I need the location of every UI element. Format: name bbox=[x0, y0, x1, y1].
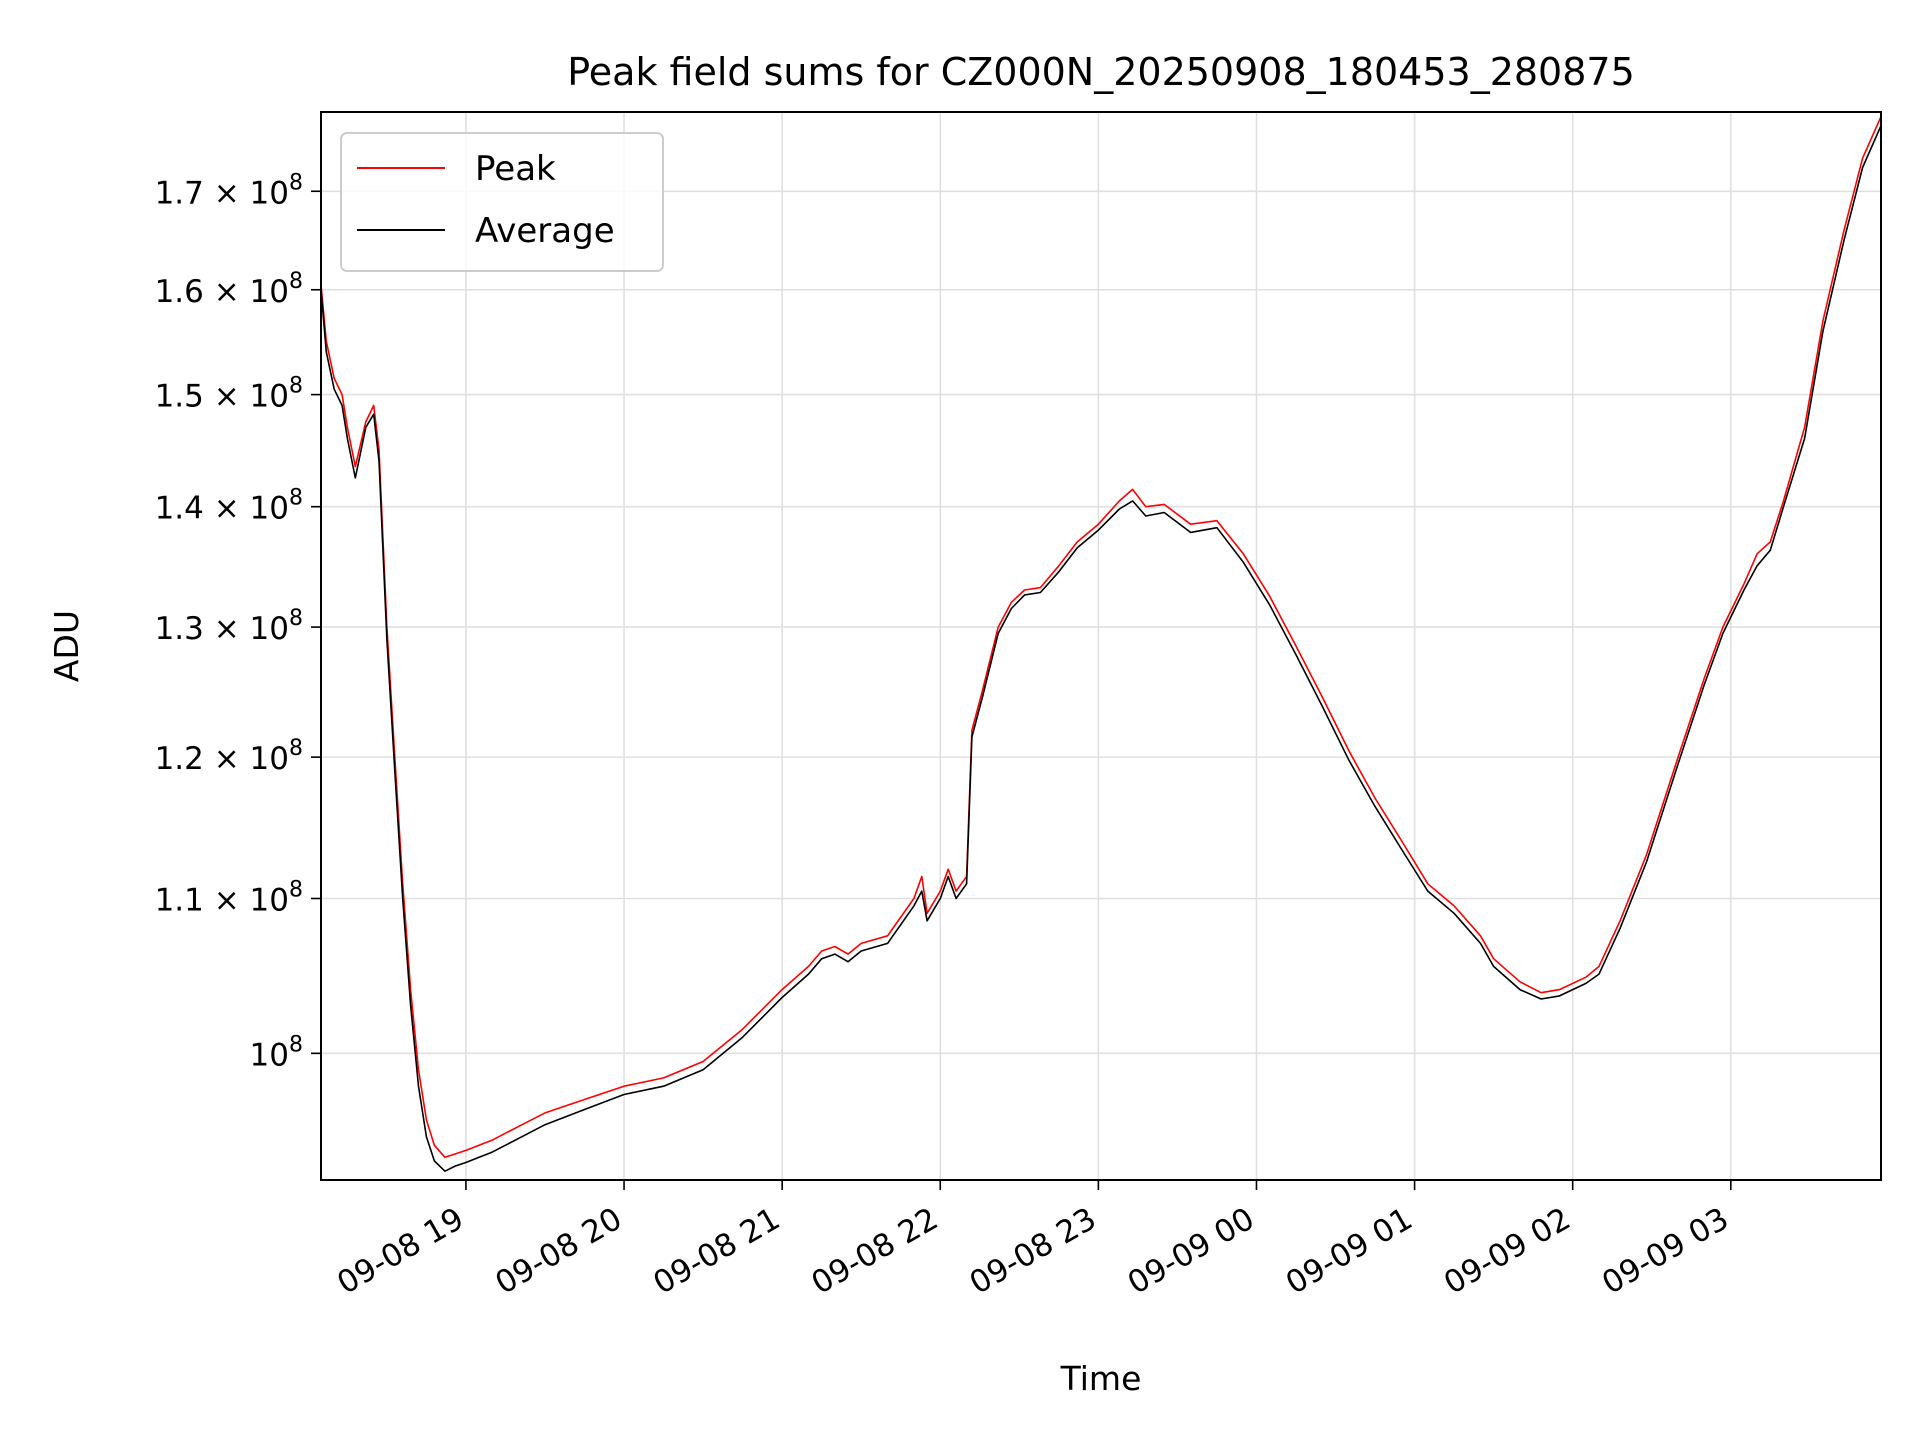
y-tick-label: 1.7 × 108 bbox=[155, 170, 303, 211]
y-tick-exponent: 8 bbox=[289, 374, 303, 399]
y-tick-exponent: 8 bbox=[289, 269, 303, 294]
y-tick-label: 1.4 × 108 bbox=[155, 486, 303, 527]
y-tick-label: 1.5 × 108 bbox=[155, 374, 303, 415]
y-tick-exponent: 8 bbox=[289, 1032, 303, 1057]
legend-label-average: Average bbox=[475, 211, 615, 251]
series-line-average bbox=[320, 125, 1882, 1172]
y-tick-label: 1.3 × 108 bbox=[155, 606, 303, 647]
series-layer bbox=[320, 116, 1882, 1172]
y-tick-exponent: 8 bbox=[289, 736, 303, 761]
y-axis-label: ADU bbox=[47, 610, 86, 682]
y-tick-exponent: 8 bbox=[289, 606, 303, 631]
y-tick-exponent: 8 bbox=[289, 486, 303, 511]
y-tick-label: 1.2 × 108 bbox=[155, 736, 303, 777]
x-axis-label: Time bbox=[1060, 1359, 1142, 1398]
legend: Peak Average bbox=[340, 132, 664, 272]
y-tick-label: 1.6 × 108 bbox=[155, 269, 303, 310]
y-tick-exponent: 8 bbox=[289, 877, 303, 902]
legend-label-peak: Peak bbox=[475, 149, 556, 189]
series-line-peak bbox=[320, 116, 1882, 1159]
y-tick-exponent: 8 bbox=[289, 170, 303, 195]
chart-title: Peak field sums for CZ000N_20250908_1804… bbox=[567, 50, 1635, 94]
plot-frame bbox=[320, 111, 1882, 1181]
y-tick-label: 1.1 × 108 bbox=[155, 877, 303, 918]
grid bbox=[321, 112, 1881, 1180]
